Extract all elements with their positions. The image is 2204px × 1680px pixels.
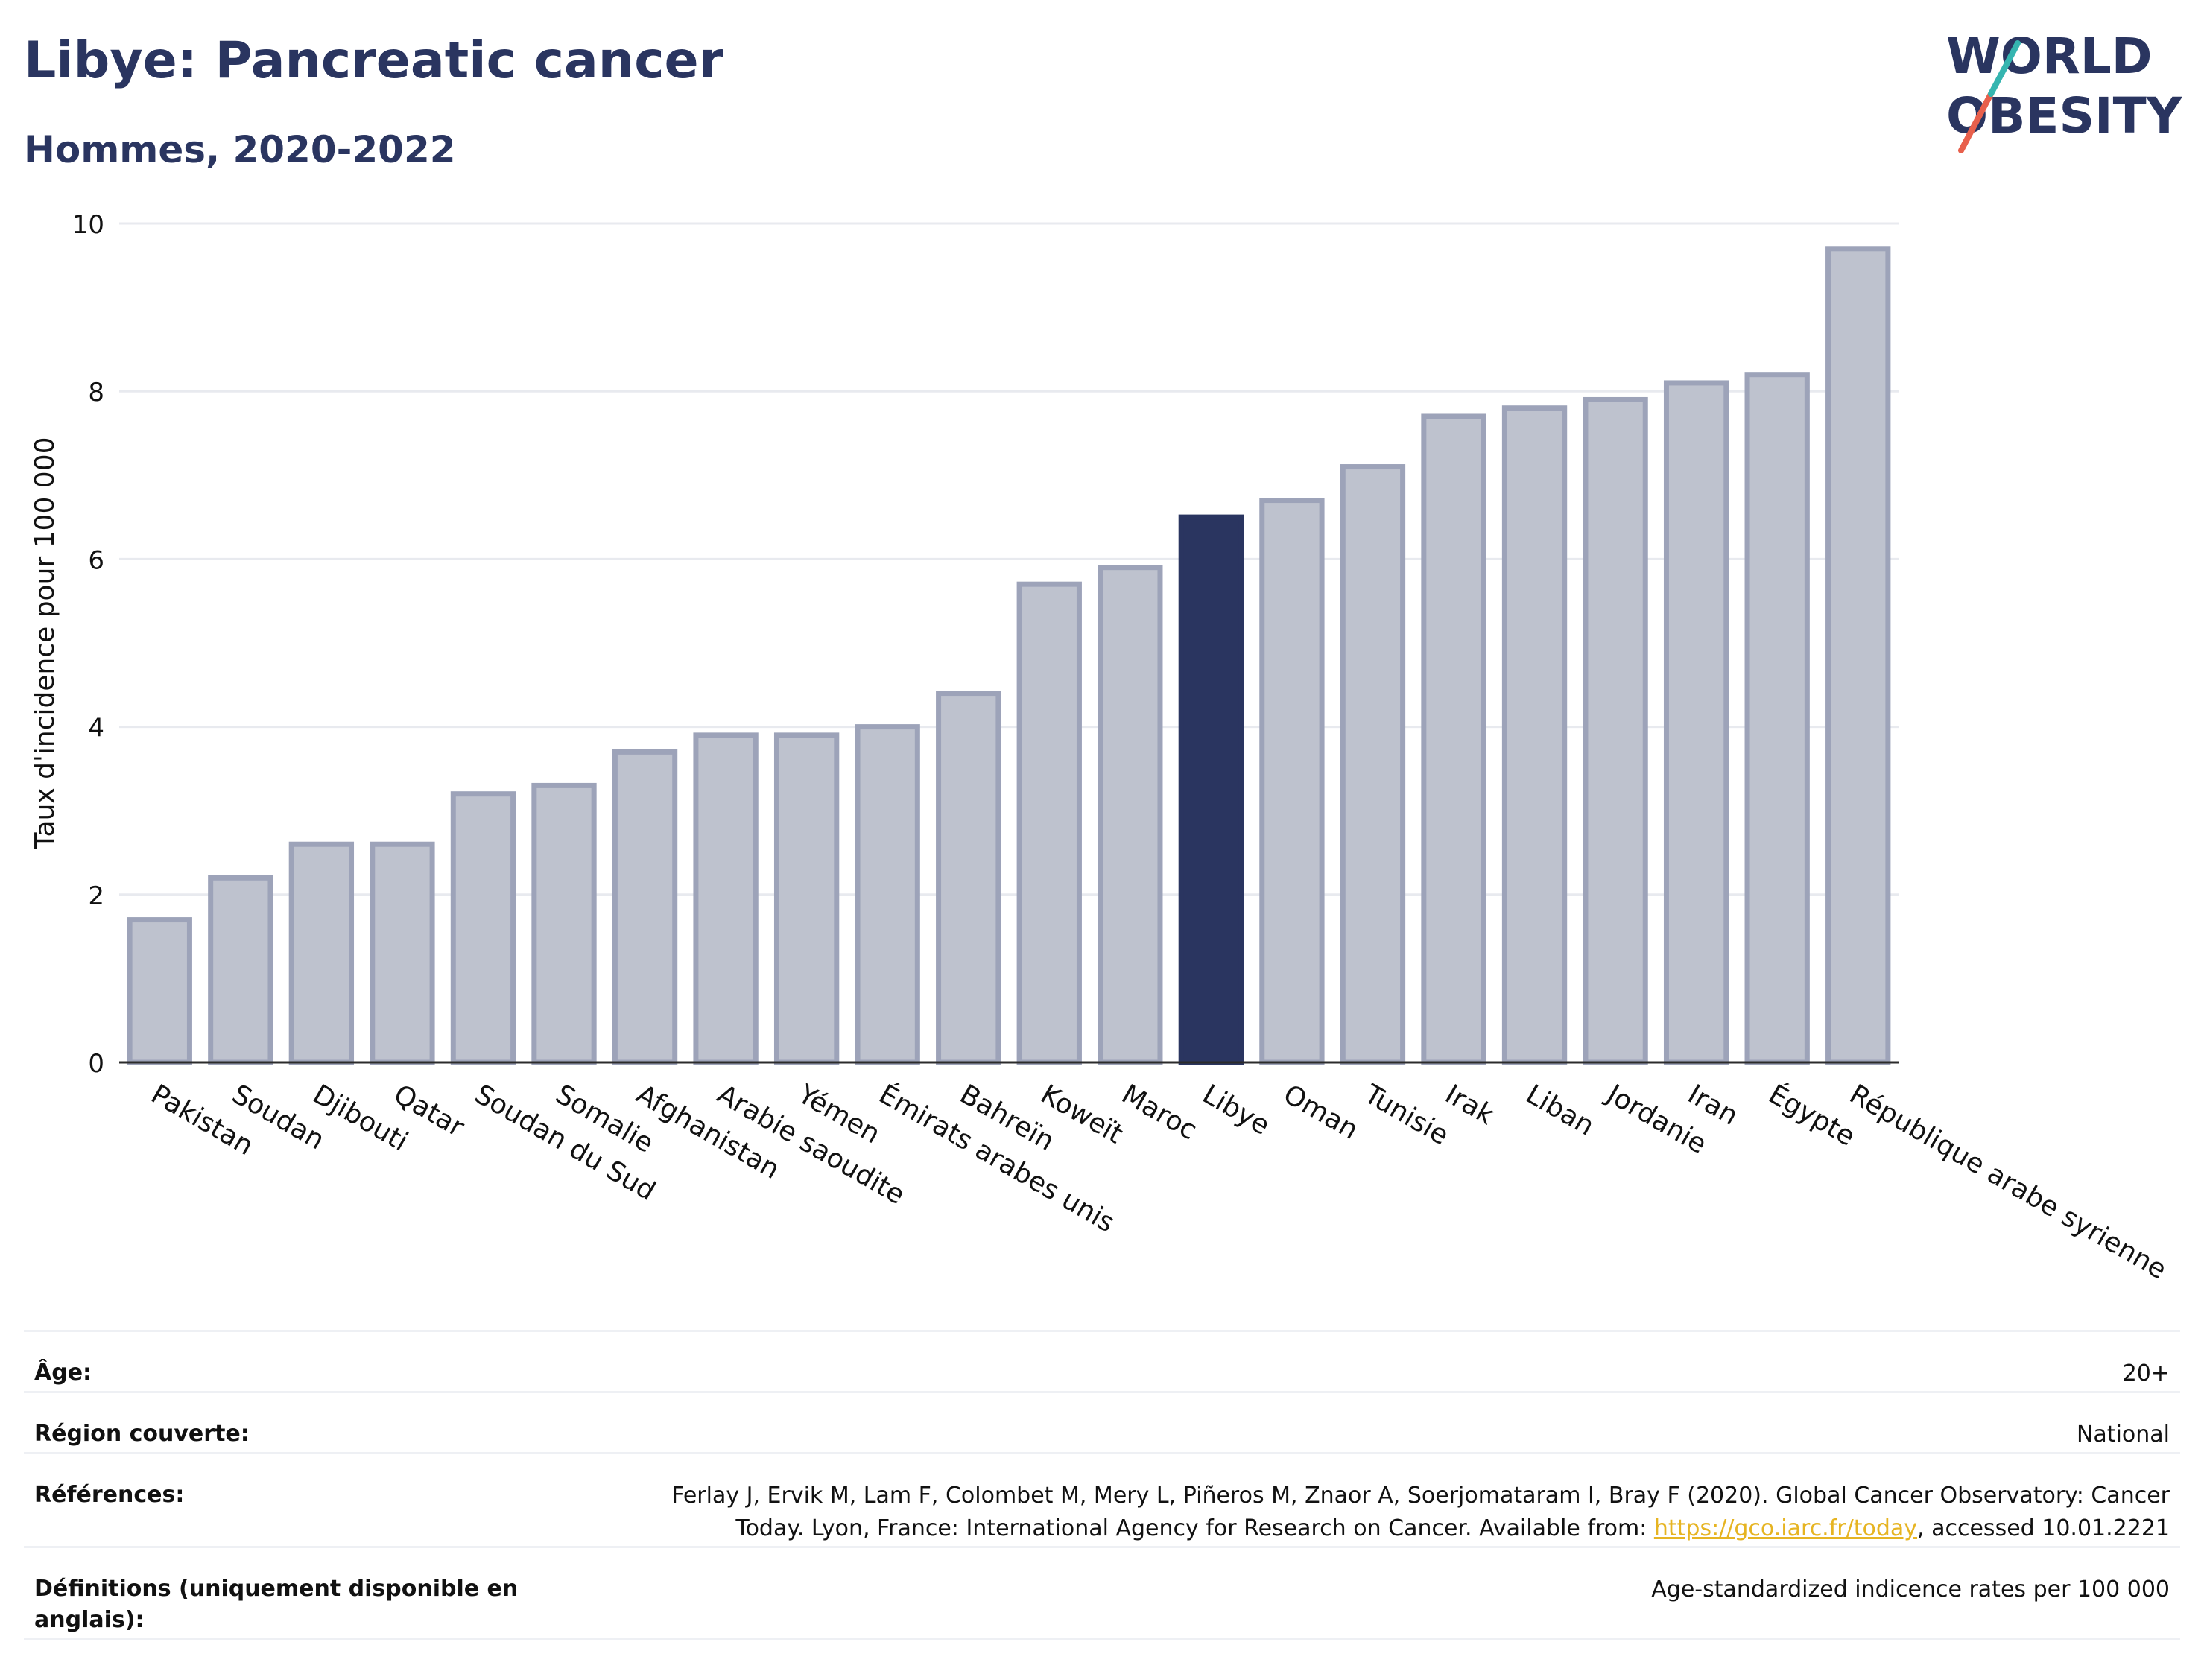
x-tick-label-15: Tunisie xyxy=(1358,1079,1454,1152)
bar-3 xyxy=(370,841,435,1065)
logo-text-obesity: OBESITY xyxy=(1946,87,2183,145)
bar-2 xyxy=(288,841,355,1065)
metadata-row-definitions: Définitions (uniquement disponible en an… xyxy=(24,1546,2180,1640)
x-tick-label-14: Oman xyxy=(1278,1079,1363,1146)
references-line-2-prefix: Today. Lyon, France: International Agenc… xyxy=(735,1515,1654,1541)
y-tick-label: 0 xyxy=(88,1049,104,1079)
bar-5 xyxy=(531,782,597,1065)
bars xyxy=(127,246,1891,1065)
references-value: Ferlay J, Ervik M, Lam F, Colombet M, Me… xyxy=(671,1480,2170,1545)
y-axis-ticks: 0 2 4 6 8 10 xyxy=(72,210,104,1079)
metadata-row-references: Références: Ferlay J, Ervik M, Lam F, Co… xyxy=(24,1452,2180,1546)
bar-18 xyxy=(1583,396,1648,1065)
x-tick-label-21: République arabe syrienne xyxy=(1844,1079,2171,1285)
bar-7 xyxy=(693,732,759,1065)
definitions-value: Age-standardized indicence rates per 100… xyxy=(1651,1576,2170,1603)
metadata-table: Âge: 20+ Région couverte: National Référ… xyxy=(24,1330,2180,1640)
references-label: Références: xyxy=(34,1482,185,1508)
bar-6 xyxy=(612,749,678,1065)
logo-slash-red xyxy=(1958,91,1994,153)
y-tick-label: 6 xyxy=(88,545,104,575)
bar-12 xyxy=(1098,565,1163,1065)
age-value: 20+ xyxy=(2122,1360,2170,1386)
references-line-2: Today. Lyon, France: International Agenc… xyxy=(671,1512,2170,1545)
y-tick-label: 8 xyxy=(88,378,104,408)
bar-11 xyxy=(1016,581,1082,1065)
bar-17 xyxy=(1501,405,1568,1065)
bar-13 xyxy=(1178,514,1244,1065)
bar-0 xyxy=(127,917,192,1065)
bar-19 xyxy=(1663,380,1729,1065)
x-tick-label-12: Maroc xyxy=(1116,1079,1202,1146)
chart-subtitle: Hommes, 2020-2022 xyxy=(24,128,456,171)
bar-4 xyxy=(450,791,516,1065)
bar-15 xyxy=(1340,464,1406,1065)
metadata-row-region: Région couverte: National xyxy=(24,1391,2180,1452)
references-link[interactable]: https://gco.iarc.fr/today xyxy=(1653,1515,1918,1541)
x-tick-label-20: Égypte xyxy=(1764,1078,1861,1152)
x-tick-label-17: Liban xyxy=(1521,1079,1599,1141)
bar-10 xyxy=(936,691,1001,1065)
y-tick-label: 2 xyxy=(88,881,104,911)
bar-9 xyxy=(855,724,920,1065)
y-tick-label: 4 xyxy=(88,714,104,744)
region-label: Région couverte: xyxy=(34,1421,250,1447)
metadata-row-age: Âge: 20+ xyxy=(24,1330,2180,1391)
y-tick-label: 10 xyxy=(72,210,104,240)
world-obesity-logo: WORLD OBESITY xyxy=(1946,28,2183,153)
references-line-2-suffix: , accessed 10.01.2221 xyxy=(1917,1515,2170,1541)
logo-text-world: WORLD xyxy=(1946,28,2153,85)
logo-slash-teal xyxy=(1988,40,2021,97)
bar-20 xyxy=(1744,372,1810,1065)
age-label: Âge: xyxy=(34,1360,92,1386)
bar-8 xyxy=(773,732,840,1065)
region-value: National xyxy=(2076,1421,2170,1448)
references-line-1: Ferlay J, Ervik M, Lam F, Colombet M, Me… xyxy=(671,1483,2170,1509)
bar-1 xyxy=(208,875,273,1065)
y-axis-label: Taux d'incidence pour 100 000 xyxy=(30,437,60,849)
bar-14 xyxy=(1259,498,1325,1065)
bar-21 xyxy=(1825,246,1891,1065)
definitions-label: Définitions (uniquement disponible en an… xyxy=(34,1576,519,1633)
bar-16 xyxy=(1421,413,1486,1065)
chart-title: Libye: Pancreatic cancer xyxy=(24,31,724,90)
x-tick-label-13: Libye xyxy=(1197,1079,1275,1141)
